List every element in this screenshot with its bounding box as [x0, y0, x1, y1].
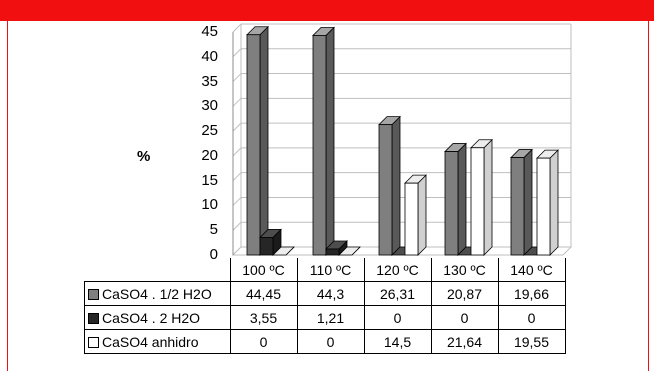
bar: [536, 157, 551, 256]
gridline-side: [232, 197, 242, 206]
category-label: 120 ºC: [363, 258, 432, 282]
y-tick-label: 45: [201, 23, 218, 40]
series-label: CaSO4 . 2 H2O: [102, 309, 201, 326]
series-label: CaSO4 . 1/2 H2O: [102, 285, 212, 302]
bar-side: [325, 26, 335, 256]
top-banner: [0, 0, 654, 21]
data-cell: 0: [430, 305, 499, 330]
data-cell: 19,55: [497, 329, 566, 354]
series-label: CaSO4 anhidro: [102, 333, 199, 350]
bar-side: [549, 149, 559, 256]
y-tick-label: 30: [201, 97, 218, 115]
table-row: CaSO4 . 2 H2O 3,55 1,21 0 0 0: [84, 305, 566, 330]
data-cell: 0: [363, 305, 432, 330]
data-cell: 0: [229, 329, 298, 354]
data-cell: 44,45: [229, 281, 298, 306]
gridline-side: [232, 73, 242, 82]
y-tick-label: 40: [201, 47, 218, 65]
category-label: 110 ºC: [296, 258, 365, 282]
bar: [312, 35, 327, 256]
bar: [325, 248, 340, 256]
data-cell: 3,55: [229, 305, 298, 330]
gridline-side: [232, 122, 242, 132]
gridline-side: [232, 221, 242, 231]
bar-side: [391, 115, 401, 256]
bar: [470, 147, 485, 256]
bar-side: [483, 138, 493, 256]
category-row: 100 ºC 110 ºC 120 ºC 130 ºC 140 ºC: [85, 258, 566, 282]
series-legend-anhydrite: CaSO4 anhidro: [84, 329, 231, 354]
gridline-side: [232, 147, 242, 157]
bar: [246, 34, 261, 256]
bar-side: [523, 148, 533, 256]
bar: [510, 157, 525, 256]
category-label: 140 ºC: [497, 258, 566, 282]
bar: [404, 182, 419, 256]
gridline-side: [232, 23, 242, 33]
y-tick-label: 25: [201, 122, 218, 140]
bar: [444, 151, 459, 256]
category-label: 100 ºC: [229, 258, 298, 282]
series-legend-hemihydrate: CaSO4 . 1/2 H2O: [84, 281, 231, 306]
gridline-side: [232, 97, 242, 107]
bar: [259, 237, 274, 256]
data-cell: 0: [497, 305, 566, 330]
data-table: 100 ºC 110 ºC 120 ºC 130 ºC 140 ºC CaSO4…: [84, 258, 566, 354]
data-cell: 20,87: [430, 281, 499, 306]
data-cell: 14,5: [363, 329, 432, 354]
data-cell: 26,31: [363, 281, 432, 306]
bar-side: [417, 174, 427, 256]
bar-side: [457, 142, 467, 256]
legend-swatch: [88, 288, 99, 300]
y-tick-label: 15: [201, 171, 218, 189]
data-cell: 1,21: [296, 305, 365, 330]
gridline-side: [232, 172, 242, 182]
y-axis-label: %: [137, 148, 151, 165]
y-tick-label: 10: [201, 196, 218, 214]
table-row: CaSO4 . 1/2 H2O 44,45 44,3 26,31 20,87 1…: [84, 281, 566, 306]
legend-swatch: [88, 336, 99, 348]
bar-top: [338, 246, 361, 256]
category-label: 130 ºC: [430, 258, 499, 282]
data-cell: 44,3: [296, 281, 365, 306]
bar-side: [259, 25, 269, 256]
table-row: CaSO4 anhidro 0 0 14,5 21,64 19,55: [84, 329, 566, 354]
data-cell: 0: [296, 329, 365, 354]
data-cell: 21,64: [430, 329, 499, 354]
y-tick-label: 20: [201, 146, 218, 164]
legend-swatch: [88, 312, 99, 324]
bar: [378, 124, 393, 256]
series-legend-dihydrate: CaSO4 . 2 H2O: [84, 305, 231, 330]
bar-top: [272, 246, 295, 256]
gridline-side: [232, 48, 242, 58]
y-tick-label: 5: [209, 221, 218, 239]
data-cell: 19,66: [497, 281, 566, 306]
y-tick-label: 0: [209, 246, 218, 263]
y-tick-label: 35: [201, 72, 218, 90]
